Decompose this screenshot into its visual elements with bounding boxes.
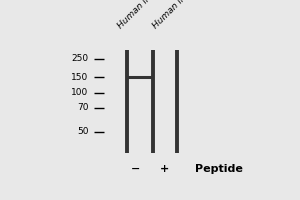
Text: Human liver: Human liver: [151, 0, 196, 30]
Text: Human liver: Human liver: [116, 0, 161, 30]
Text: 70: 70: [77, 103, 89, 112]
Text: 50: 50: [77, 127, 89, 136]
Text: 100: 100: [71, 88, 89, 97]
Text: 250: 250: [71, 54, 89, 63]
Text: +: +: [160, 164, 169, 174]
Text: 150: 150: [71, 73, 89, 82]
Text: −: −: [130, 164, 140, 174]
Text: Peptide: Peptide: [195, 164, 243, 174]
